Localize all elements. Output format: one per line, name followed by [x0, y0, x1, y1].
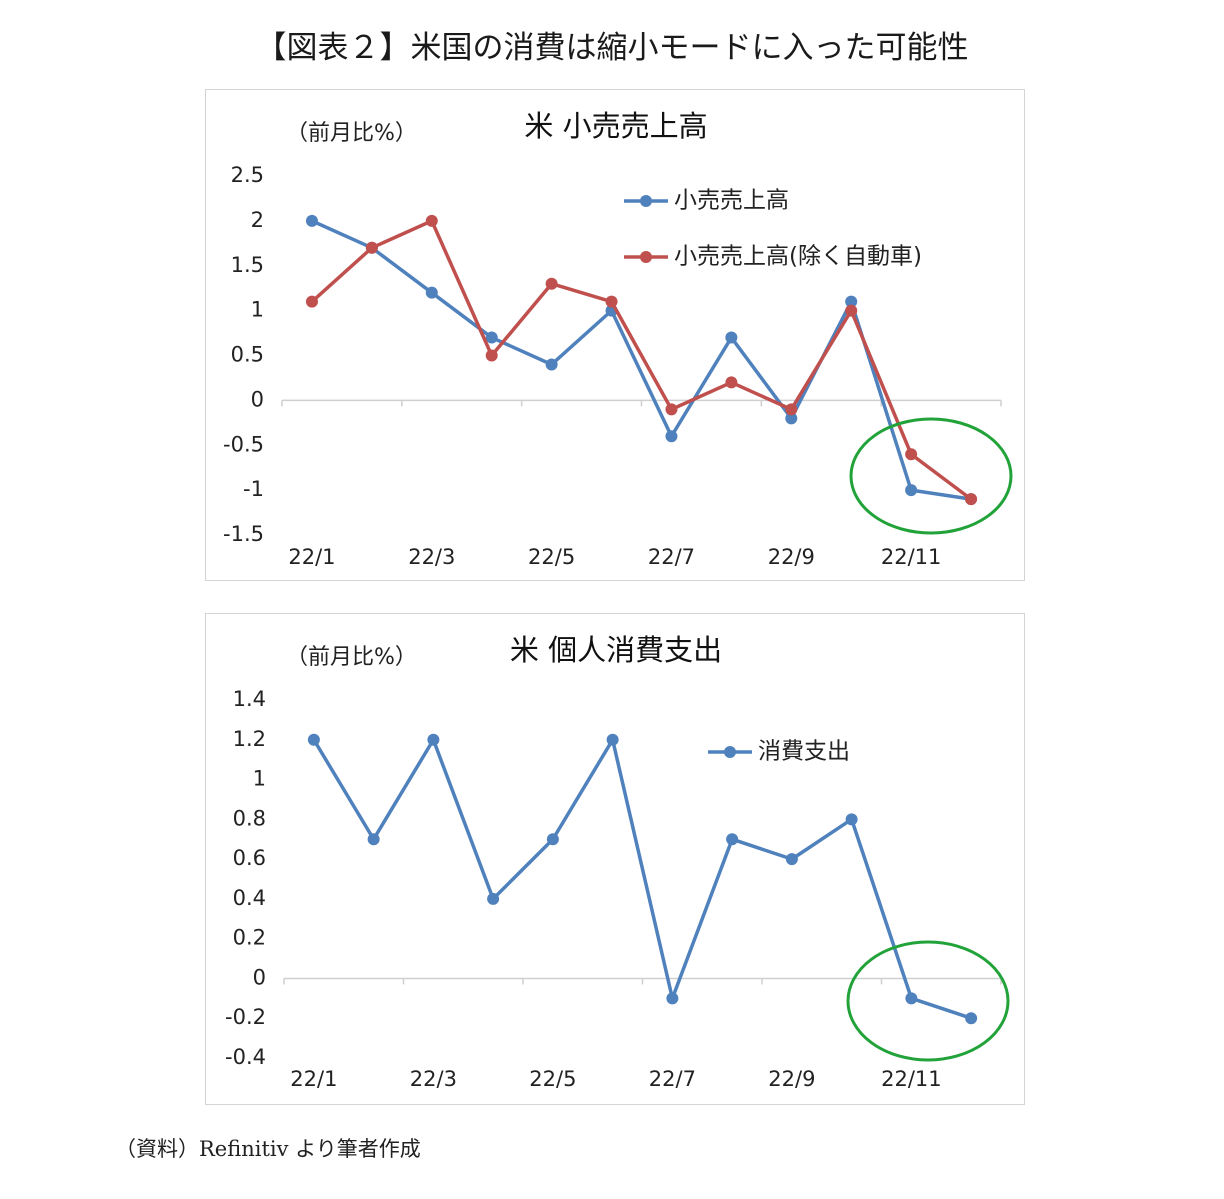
x-tick-label: 22/1 — [288, 545, 335, 569]
y-tick-label: 0 — [251, 387, 264, 411]
x-tick-label: 22/1 — [290, 1067, 337, 1091]
data-point — [845, 304, 858, 317]
legend-marker — [640, 195, 652, 207]
data-point — [545, 277, 558, 290]
data-point — [485, 349, 498, 362]
y-tick-label: 0.8 — [233, 806, 266, 830]
y-axis-unit-label: （前月比%） — [286, 121, 417, 146]
data-point — [365, 241, 378, 254]
x-tick-label: 22/11 — [881, 545, 942, 569]
x-tick-label: 22/3 — [410, 1067, 457, 1091]
x-tick-label: 22/5 — [529, 1067, 576, 1091]
x-tick-label: 22/3 — [408, 545, 455, 569]
data-point — [546, 833, 559, 846]
data-point — [665, 403, 678, 416]
chart-title: 米 小売売上高 — [524, 109, 707, 143]
x-tick-label: 22/5 — [528, 545, 575, 569]
x-tick-label: 22/9 — [768, 545, 815, 569]
y-tick-label: 1.4 — [233, 687, 266, 711]
figure-title: 【図表２】米国の消費は縮小モードに入った可能性 — [255, 30, 969, 66]
data-point — [845, 813, 858, 826]
y-tick-label: 1.2 — [233, 727, 266, 751]
data-point — [545, 358, 558, 371]
legend-label: 消費支出 — [758, 739, 850, 765]
legend-label: 小売売上高 — [674, 188, 789, 214]
data-point — [367, 833, 380, 846]
consumer-spending-chart-panel: 米 個人消費支出 （前月比%） 1.4 1.2 1 0.8 0.6 0.4 0.2 0 -0.2 -0… — [205, 613, 1025, 1105]
y-tick-label: 0.4 — [233, 886, 266, 910]
source-note: （資料）Refinitiv より筆者作成 — [115, 1137, 421, 1161]
y-tick-label: 2.5 — [231, 163, 264, 187]
data-point — [305, 295, 318, 308]
chart-title: 米 個人消費支出 — [510, 633, 722, 667]
data-point — [666, 992, 679, 1005]
highlight-ellipse — [849, 417, 1013, 535]
y-tick-label: -0.5 — [223, 432, 264, 456]
data-point — [606, 733, 619, 746]
data-point — [305, 214, 318, 227]
data-point — [725, 376, 738, 389]
data-point — [965, 493, 978, 506]
series-line — [310, 219, 973, 501]
y-tick-label: 0.6 — [233, 846, 266, 870]
legend-label: 小売売上高(除く自動車) — [674, 244, 922, 270]
data-point — [965, 1012, 978, 1025]
y-tick-label: 1.5 — [231, 253, 264, 277]
y-tick-label: 2 — [251, 208, 264, 232]
y-tick-label: 0.2 — [233, 926, 266, 950]
legend-marker — [724, 746, 736, 758]
y-tick-label: 0 — [253, 965, 266, 989]
data-point — [785, 412, 798, 425]
data-point — [605, 295, 618, 308]
x-tick-label: 22/11 — [881, 1067, 942, 1091]
data-point — [485, 331, 498, 344]
data-point — [307, 733, 320, 746]
highlight-ellipse — [846, 940, 1010, 1062]
consumer-spending-chart: 米 個人消費支出 （前月比%） 1.4 1.2 1 0.8 0.6 0.4 0.2 0 -0.2 -0… — [225, 633, 1010, 1091]
y-tick-label: 1 — [251, 298, 264, 322]
y-axis-unit-label: （前月比%） — [286, 645, 417, 670]
data-point — [905, 484, 918, 497]
data-point — [845, 295, 858, 308]
data-point — [785, 403, 798, 416]
series-line — [312, 738, 972, 1020]
x-tick-label: 22/7 — [648, 545, 695, 569]
data-point — [425, 214, 438, 227]
retail-sales-chart: 米 小売売上高 （前月比%） 2.5 2 1.5 1 0.5 0 -0.5 -1 -1.5 22/1 2… — [223, 109, 1013, 569]
data-point — [905, 992, 918, 1005]
retail-sales-chart-panel: 米 小売売上高 （前月比%） 2.5 2 1.5 1 0.5 0 -0.5 -1 -1.5 22/1 2… — [205, 89, 1025, 581]
data-point — [726, 833, 739, 846]
y-tick-label: 1 — [253, 767, 266, 791]
x-tick-label: 22/9 — [768, 1067, 815, 1091]
data-point — [425, 286, 438, 299]
data-point — [427, 733, 440, 746]
y-tick-label: 0.5 — [231, 343, 264, 367]
data-point — [487, 892, 500, 905]
data-point — [905, 448, 918, 461]
x-tick-label: 22/7 — [649, 1067, 696, 1091]
legend-marker — [640, 251, 652, 263]
y-tick-label: -1.5 — [223, 522, 264, 546]
data-point — [665, 430, 678, 443]
y-tick-label: -1 — [243, 477, 264, 501]
data-point — [725, 331, 738, 344]
y-tick-label: -0.2 — [225, 1005, 266, 1029]
data-point — [785, 853, 798, 866]
y-tick-label: -0.4 — [225, 1045, 266, 1069]
